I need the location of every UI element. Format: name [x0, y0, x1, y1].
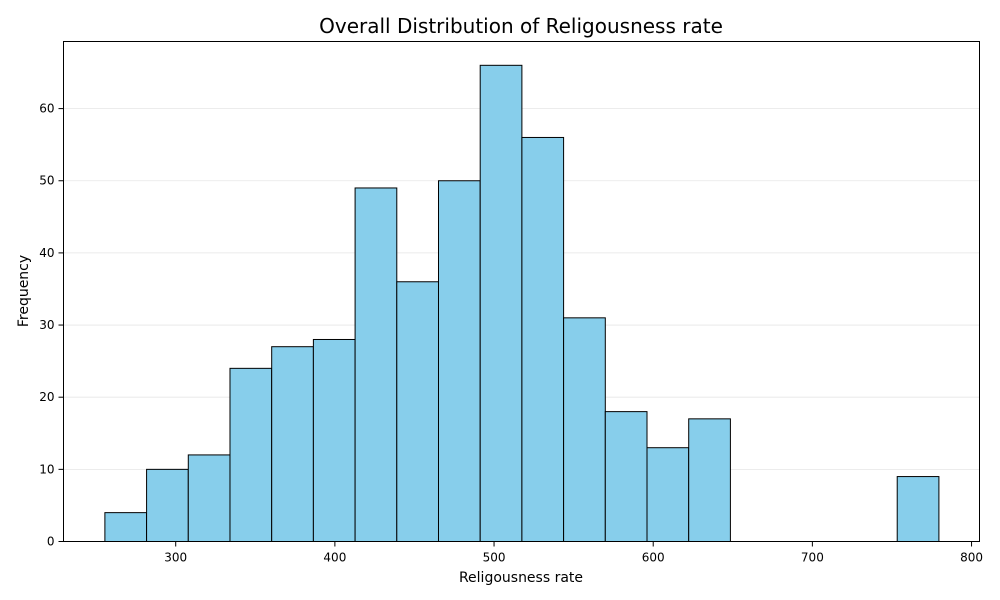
y-tick-label-10: 10: [39, 462, 54, 476]
plot-frame: [63, 41, 980, 542]
histogram-bar-11: [521, 136, 565, 542]
y-tick-label-50: 50: [39, 174, 54, 188]
histogram-bar-20: [896, 476, 940, 543]
y-axis-label: Frequency: [16, 255, 32, 327]
y-tick-label-0: 0: [47, 535, 55, 549]
y-axis-ticks: 0 10 20 30 40 50 60: [39, 102, 64, 549]
x-tick-label-500: 500: [483, 551, 506, 565]
histogram-bar-10: [479, 64, 523, 543]
y-tick-label-40: 40: [39, 246, 54, 260]
histogram-bar-5: [271, 346, 314, 542]
x-tick-label-700: 700: [801, 551, 824, 565]
x-tick-label-400: 400: [323, 551, 346, 565]
x-tick-label-300: 300: [164, 551, 187, 565]
x-axis-label: Religousness rate: [459, 570, 583, 586]
histogram-bar-4: [229, 367, 273, 542]
histogram-bar-2: [146, 468, 189, 542]
histogram-bar-7: [354, 187, 398, 542]
x-axis-ticks: 300 400 500 600 700 800: [164, 541, 983, 565]
x-tick-label-800: 800: [960, 551, 983, 565]
x-tick-label-600: 600: [642, 551, 665, 565]
bars: [104, 64, 940, 543]
histogram-bar-8: [396, 281, 439, 542]
histogram-bar-1: [104, 512, 148, 542]
histogram-bar-9: [437, 180, 481, 542]
y-tick-label-20: 20: [39, 390, 54, 404]
histogram-bar-12: [563, 317, 606, 542]
y-tick-label-60: 60: [39, 102, 54, 116]
histogram-bar-15: [688, 418, 731, 542]
histogram-bar-3: [187, 454, 231, 543]
y-tick-label-30: 30: [39, 318, 54, 332]
histogram-bar-13: [604, 411, 648, 543]
histogram-bar-6: [312, 338, 356, 542]
chart-title: Overall Distribution of Religousness rat…: [319, 14, 723, 38]
histogram-bar-14: [646, 447, 690, 542]
